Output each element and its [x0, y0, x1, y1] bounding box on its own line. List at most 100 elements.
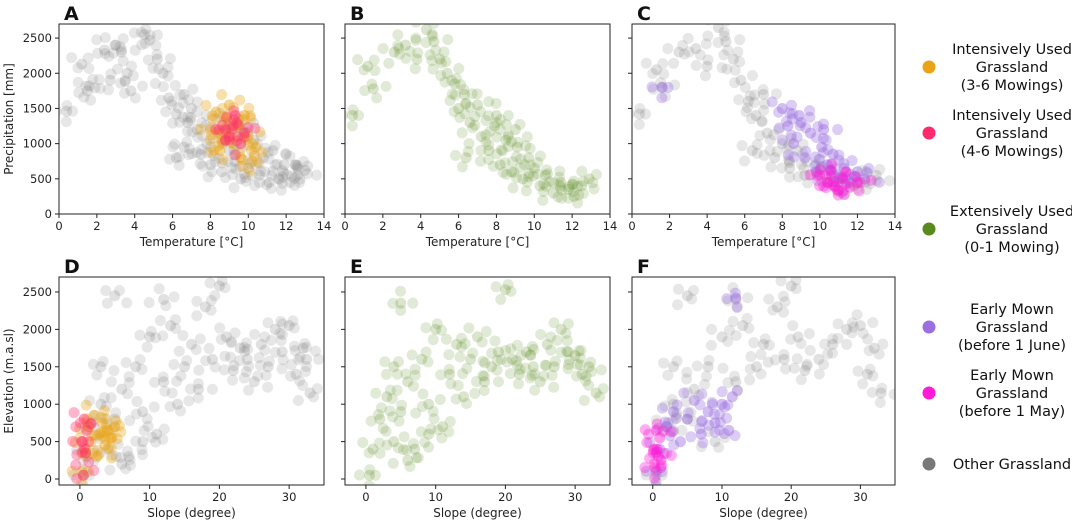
series-early-mown-grassland-before-1-may: [804, 158, 877, 201]
data-point: [393, 356, 405, 368]
data-point: [765, 161, 777, 173]
data-point: [651, 418, 663, 430]
data-point: [88, 455, 100, 467]
data-point: [391, 384, 403, 396]
data-point: [583, 173, 595, 185]
data-point: [824, 164, 836, 176]
data-point: [769, 152, 781, 164]
data-point: [695, 428, 707, 440]
data-point: [723, 324, 735, 336]
data-point: [234, 160, 246, 172]
data-point: [80, 447, 92, 459]
data-point: [74, 432, 86, 444]
data-point: [219, 282, 231, 294]
data-point: [256, 146, 268, 158]
data-point: [492, 376, 504, 388]
data-point: [776, 162, 788, 174]
data-point: [217, 136, 229, 148]
data-point: [81, 424, 93, 436]
data-point: [434, 393, 446, 405]
data-point: [289, 345, 301, 357]
data-point: [252, 370, 264, 382]
data-point: [76, 446, 88, 458]
data-point: [792, 331, 804, 343]
data-point: [226, 162, 238, 174]
data-point: [721, 412, 733, 424]
data-point: [177, 111, 189, 123]
data-point: [783, 155, 795, 167]
data-point: [814, 153, 826, 165]
data-point: [707, 398, 719, 410]
x-tick-label: 20: [212, 490, 227, 504]
data-point: [154, 315, 166, 327]
data-point: [444, 368, 456, 380]
data-point: [384, 384, 396, 396]
data-point: [795, 374, 807, 386]
data-point: [281, 168, 293, 180]
data-point: [861, 167, 873, 179]
data-point: [230, 163, 242, 175]
data-point: [682, 407, 694, 419]
data-point: [785, 280, 797, 292]
data-point: [171, 375, 183, 387]
data-point: [103, 432, 115, 444]
data-point: [205, 294, 217, 306]
data-point: [688, 394, 700, 406]
data-point: [495, 354, 507, 366]
data-point: [832, 332, 844, 344]
data-point: [465, 353, 477, 365]
data-point: [655, 77, 667, 89]
data-point: [301, 353, 313, 365]
x-tick-label: 8: [207, 219, 214, 233]
data-point: [174, 116, 186, 128]
data-point: [214, 107, 226, 119]
data-point: [91, 430, 103, 442]
data-point: [397, 444, 409, 456]
x-tick-label: 10: [715, 490, 730, 504]
data-point: [703, 419, 715, 431]
data-point: [79, 423, 91, 435]
data-point: [186, 126, 198, 138]
data-point: [158, 423, 170, 435]
data-point: [434, 53, 446, 65]
data-point: [739, 155, 751, 167]
data-point: [801, 358, 813, 370]
data-point: [210, 113, 222, 125]
data-point: [209, 156, 221, 168]
y-tick-label: 2000: [23, 66, 52, 80]
data-point: [538, 370, 550, 382]
data-point: [157, 371, 169, 383]
data-point: [697, 437, 709, 449]
data-point: [661, 421, 673, 433]
data-point: [640, 465, 652, 477]
data-point: [538, 178, 550, 190]
data-point: [495, 144, 507, 156]
data-point: [95, 446, 107, 458]
data-point: [191, 124, 203, 136]
data-point: [730, 376, 742, 388]
data-point: [820, 182, 832, 194]
data-point: [151, 48, 163, 60]
data-point: [223, 99, 235, 111]
data-point: [713, 424, 725, 436]
data-point: [568, 186, 580, 198]
data-point: [81, 451, 93, 463]
data-point: [731, 301, 743, 313]
data-point: [854, 320, 866, 332]
data-point: [768, 129, 780, 141]
data-point: [419, 436, 431, 448]
data-point: [688, 284, 700, 296]
data-point: [575, 345, 587, 357]
data-point: [512, 136, 524, 148]
data-point: [678, 387, 690, 399]
data-point: [714, 417, 726, 429]
data-point: [125, 85, 137, 97]
data-point: [277, 354, 289, 366]
data-point: [177, 330, 189, 342]
data-point: [137, 449, 149, 461]
data-point: [505, 285, 517, 297]
data-point: [562, 318, 574, 330]
data-point: [862, 333, 874, 345]
data-point: [244, 110, 256, 122]
data-point: [105, 68, 117, 80]
